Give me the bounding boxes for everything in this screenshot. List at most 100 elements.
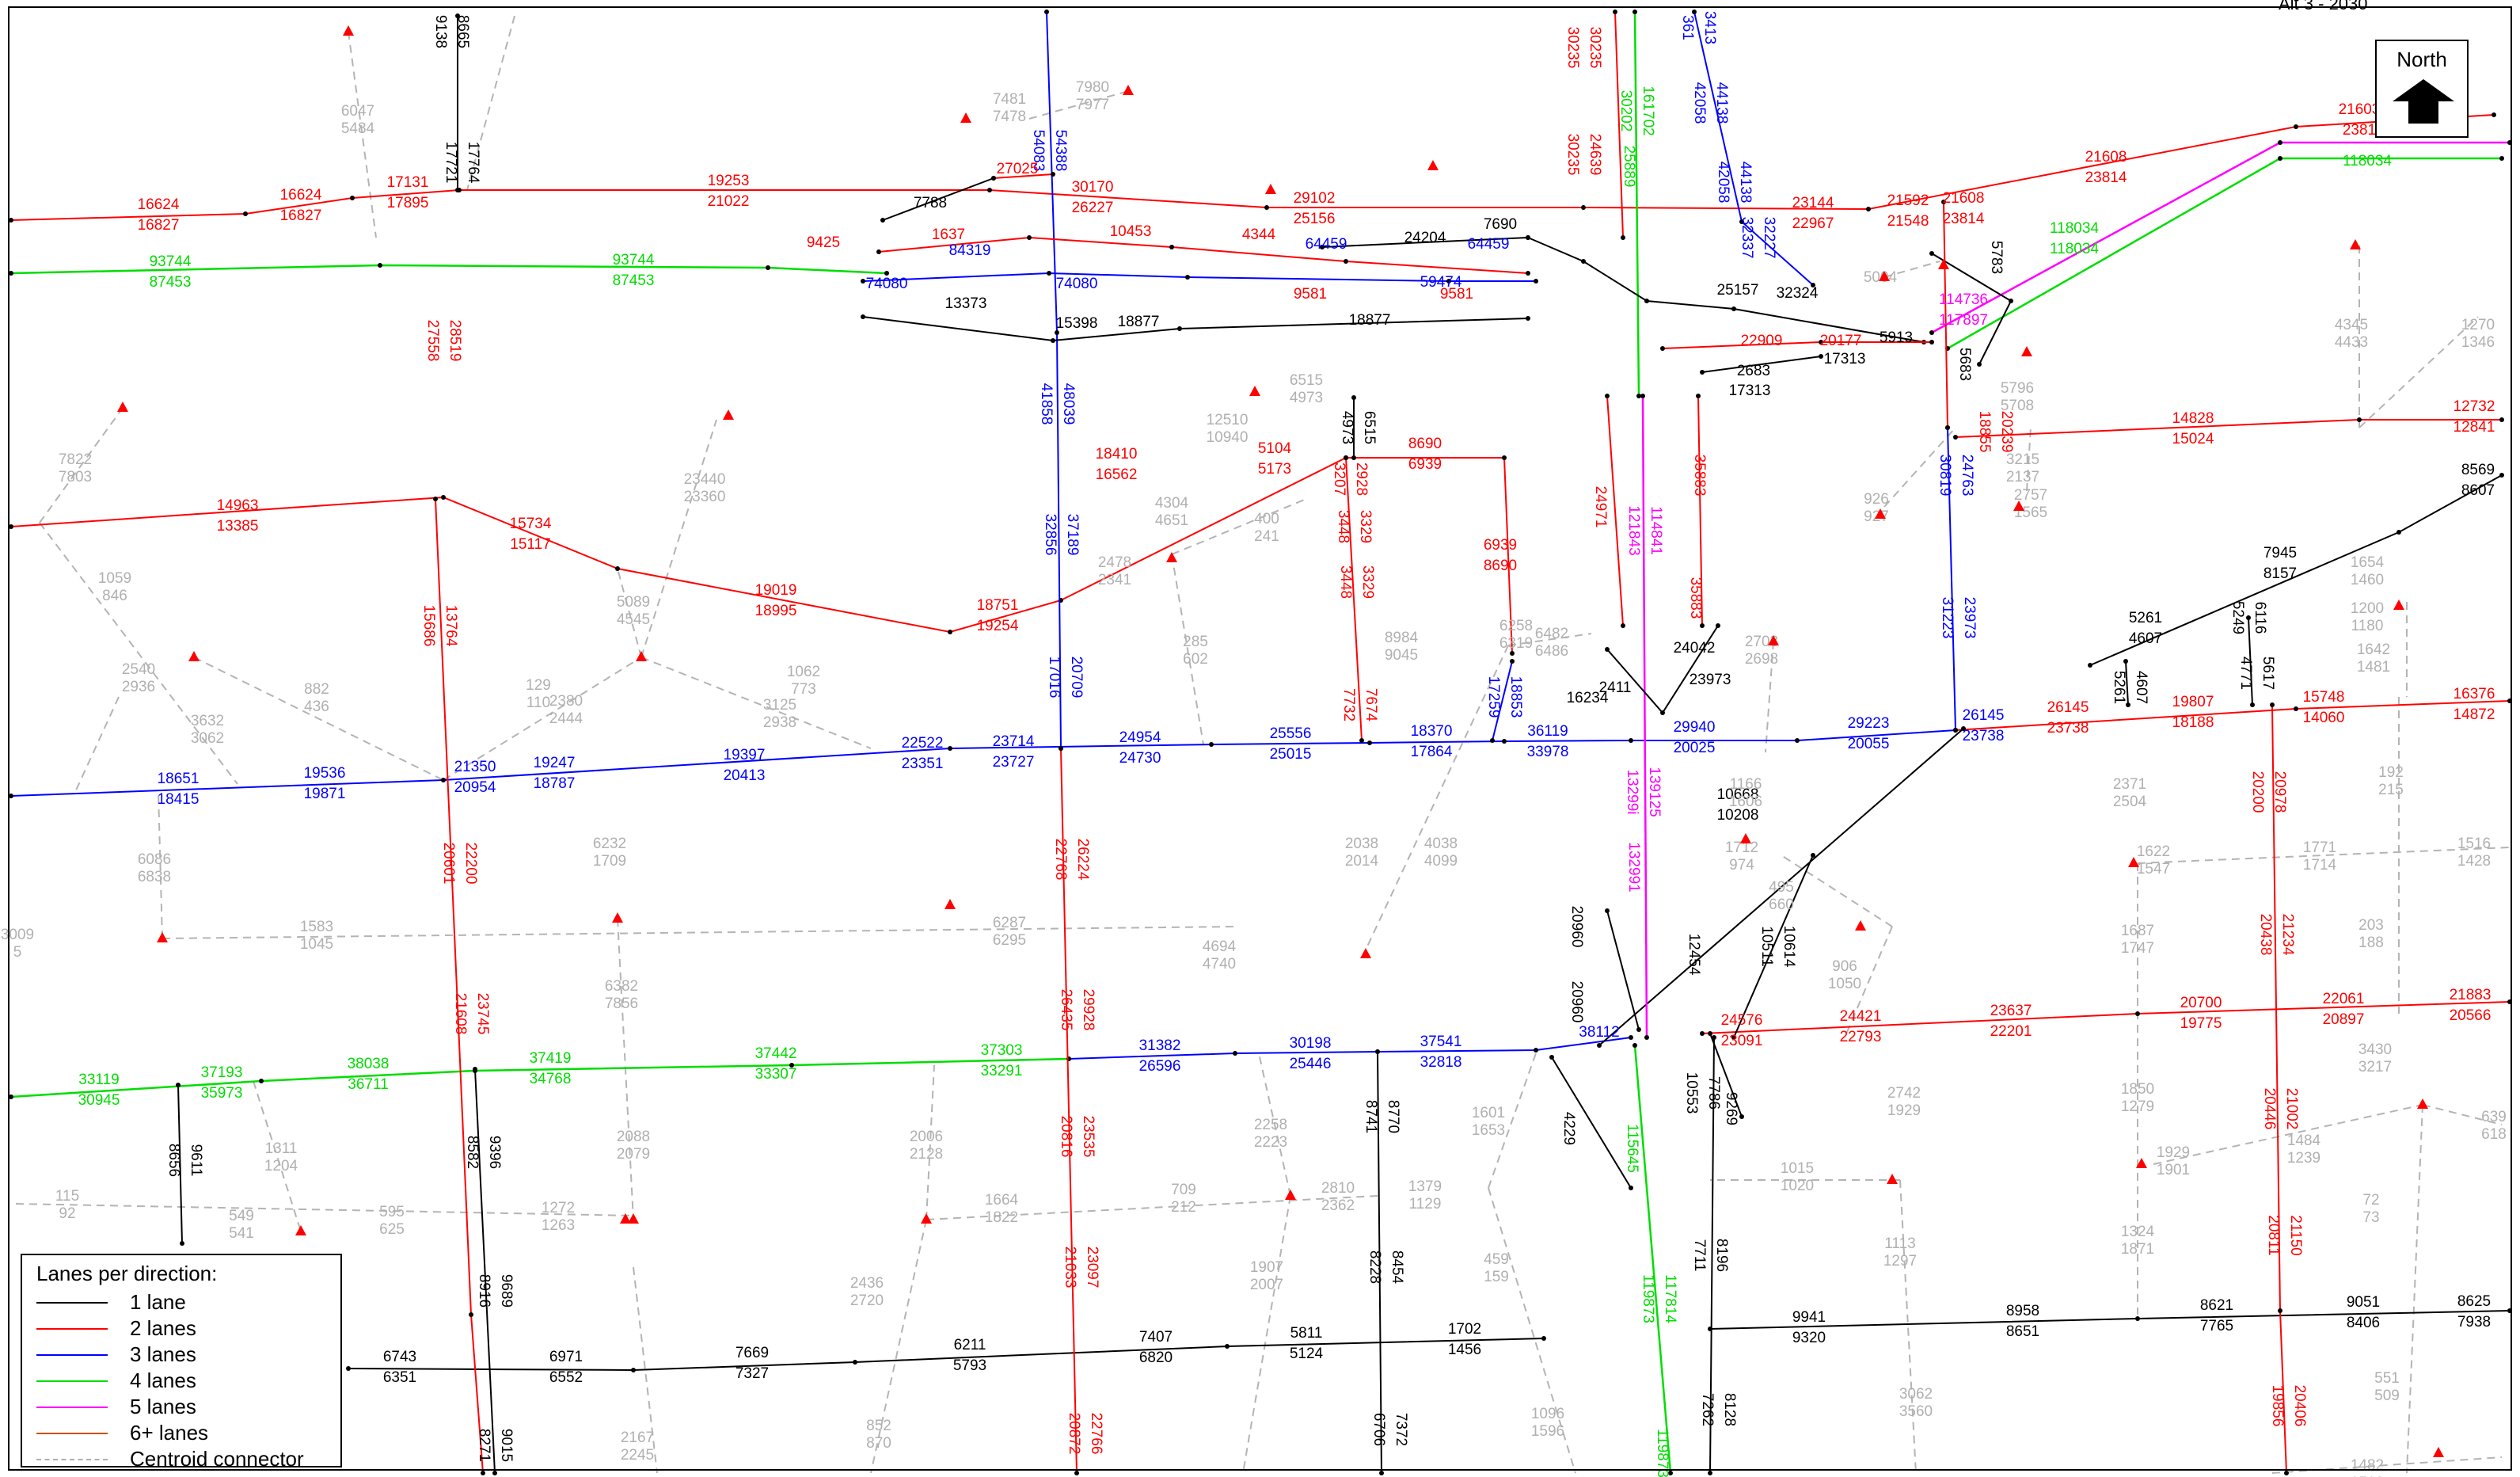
road-node (1632, 10, 1637, 14)
road-node (1051, 338, 1055, 343)
connector-volume-label: 6232 (593, 836, 626, 852)
volume-label-forward: 5913 (1880, 329, 1913, 346)
connector-volume-label: 4740 (1203, 956, 1236, 973)
road-node (1541, 1336, 1546, 1341)
volume-label-reverse: 3329 (1357, 510, 1374, 543)
connector-volume-label: 4304 (1155, 495, 1189, 512)
legend-label: 6+ lanes (130, 1421, 209, 1445)
volume-label-reverse: 16827 (138, 217, 180, 234)
volume-label-forward: 18877 (1118, 314, 1160, 330)
road-node (1351, 455, 1356, 460)
road-link (1955, 700, 2510, 731)
volume-label-forward: 30170 (1072, 179, 1114, 196)
volume-label-forward: 21883 (2450, 987, 2491, 1003)
connector-volume-label: 129 (526, 677, 551, 694)
connector-volume-label: 241 (1254, 528, 1279, 545)
legend-label: 5 lanes (130, 1395, 196, 1418)
volume-label-forward: 37541 (1420, 1034, 1462, 1050)
centroid-marker (1768, 635, 1779, 645)
road-link (10, 729, 1956, 797)
volume-label-reverse: 3329 (1359, 565, 1376, 599)
road-node (615, 566, 620, 571)
centroid-marker (1265, 184, 1276, 194)
connector-volume-label: 846 (102, 588, 127, 604)
volume-label-forward: 30198 (1290, 1035, 1332, 1052)
road-link (1701, 356, 1822, 373)
volume-label-forward: 23637 (1990, 1003, 2032, 1019)
centroid-connector (348, 31, 377, 238)
connector-volume-label: 2810 (1321, 1180, 1355, 1197)
legend-swatch (36, 1353, 108, 1356)
road-node (1264, 205, 1269, 210)
volume-label-forward: 20960 (1568, 906, 1585, 948)
volume-label-reverse: 8406 (2347, 1315, 2380, 1331)
road-node (991, 176, 996, 181)
connector-volume-label: 1050 (1828, 976, 1861, 992)
road-node (1534, 279, 1538, 284)
connector-volume-label: 2703 (1745, 634, 1778, 650)
road-links-layer (9, 10, 2512, 1475)
connector-volume-label: 1664 (985, 1192, 1019, 1209)
connector-volume-label: 2504 (2113, 794, 2147, 810)
connector-volume-label: 1062 (787, 664, 820, 680)
road-node (1668, 1471, 1673, 1475)
connector-volume-label: 1272 (542, 1200, 575, 1216)
connector-volume-label: 115 (55, 1188, 79, 1205)
road-node (861, 314, 865, 319)
connector-volume-label: 1263 (542, 1217, 575, 1234)
road-node (1375, 1049, 1380, 1054)
connector-volume-label: 1871 (2121, 1241, 2154, 1258)
volume-label-reverse: 17764 (465, 142, 481, 184)
legend-label: Centroid connector (130, 1447, 304, 1471)
connector-volume-label: 1059 (98, 570, 131, 587)
legend-swatch (36, 1432, 108, 1434)
legend-swatch (36, 1380, 108, 1382)
centroid-connector (617, 568, 642, 658)
volume-label-forward: 9269 (1723, 1092, 1739, 1125)
volume-label-reverse: 8196 (1713, 1239, 1730, 1272)
connector-volume-label: 6258 (1499, 618, 1533, 634)
connector-volume-label: 4973 (1290, 390, 1323, 406)
centroid-connector (1242, 1195, 1291, 1474)
road-node (441, 495, 446, 500)
volume-label-forward: 18751 (977, 597, 1019, 614)
road-node (1502, 455, 1507, 460)
connector-volume-label: 1297 (1883, 1253, 1917, 1270)
centroids-layer (117, 25, 2444, 1457)
volume-label-forward: 17016 (1046, 657, 1062, 699)
volume-label-forward: 37419 (530, 1050, 572, 1067)
road-link (1321, 237, 1529, 248)
volume-label-reverse: 2928 (1353, 463, 1370, 496)
volume-label-forward: 20872 (1066, 1413, 1082, 1455)
connector-volume-label: 1020 (1781, 1178, 1814, 1194)
road-node (259, 1079, 264, 1083)
connector-volume-label: 2006 (910, 1129, 943, 1145)
road-node (2278, 140, 2282, 145)
legend-item: Centroid connector (36, 1446, 326, 1472)
road-link (1733, 855, 1814, 1038)
road-link (10, 114, 2495, 221)
volume-label-reverse: 18853 (1507, 676, 1524, 718)
road-link (1633, 1045, 1672, 1474)
centroid-marker (2128, 857, 2139, 867)
road-node (469, 1312, 473, 1317)
road-link (348, 1338, 1545, 1372)
centroid-connector (2422, 1104, 2503, 1125)
volume-label-forward: 20200 (2249, 771, 2266, 813)
volume-label-reverse: 21548 (1887, 213, 1929, 230)
road-node (2270, 702, 2275, 707)
road-node (492, 1471, 497, 1475)
connector-volume-label: 23360 (684, 489, 726, 505)
road-link (993, 173, 1054, 179)
volume-label-forward: 7945 (2263, 545, 2297, 561)
centroid-marker (1249, 386, 1260, 396)
connector-volume-label: 6047 (341, 103, 374, 120)
centroid-marker (636, 651, 647, 661)
volume-label-forward: 8656 (165, 1144, 182, 1177)
road-node (861, 279, 865, 284)
volume-label-forward: 32856 (1042, 514, 1059, 556)
connector-volume-label: 1901 (2157, 1162, 2190, 1178)
centroid-connector (1171, 554, 1204, 745)
volume-label-reverse: 7938 (2457, 1314, 2491, 1330)
volume-label-reverse: 14060 (2303, 710, 2345, 726)
